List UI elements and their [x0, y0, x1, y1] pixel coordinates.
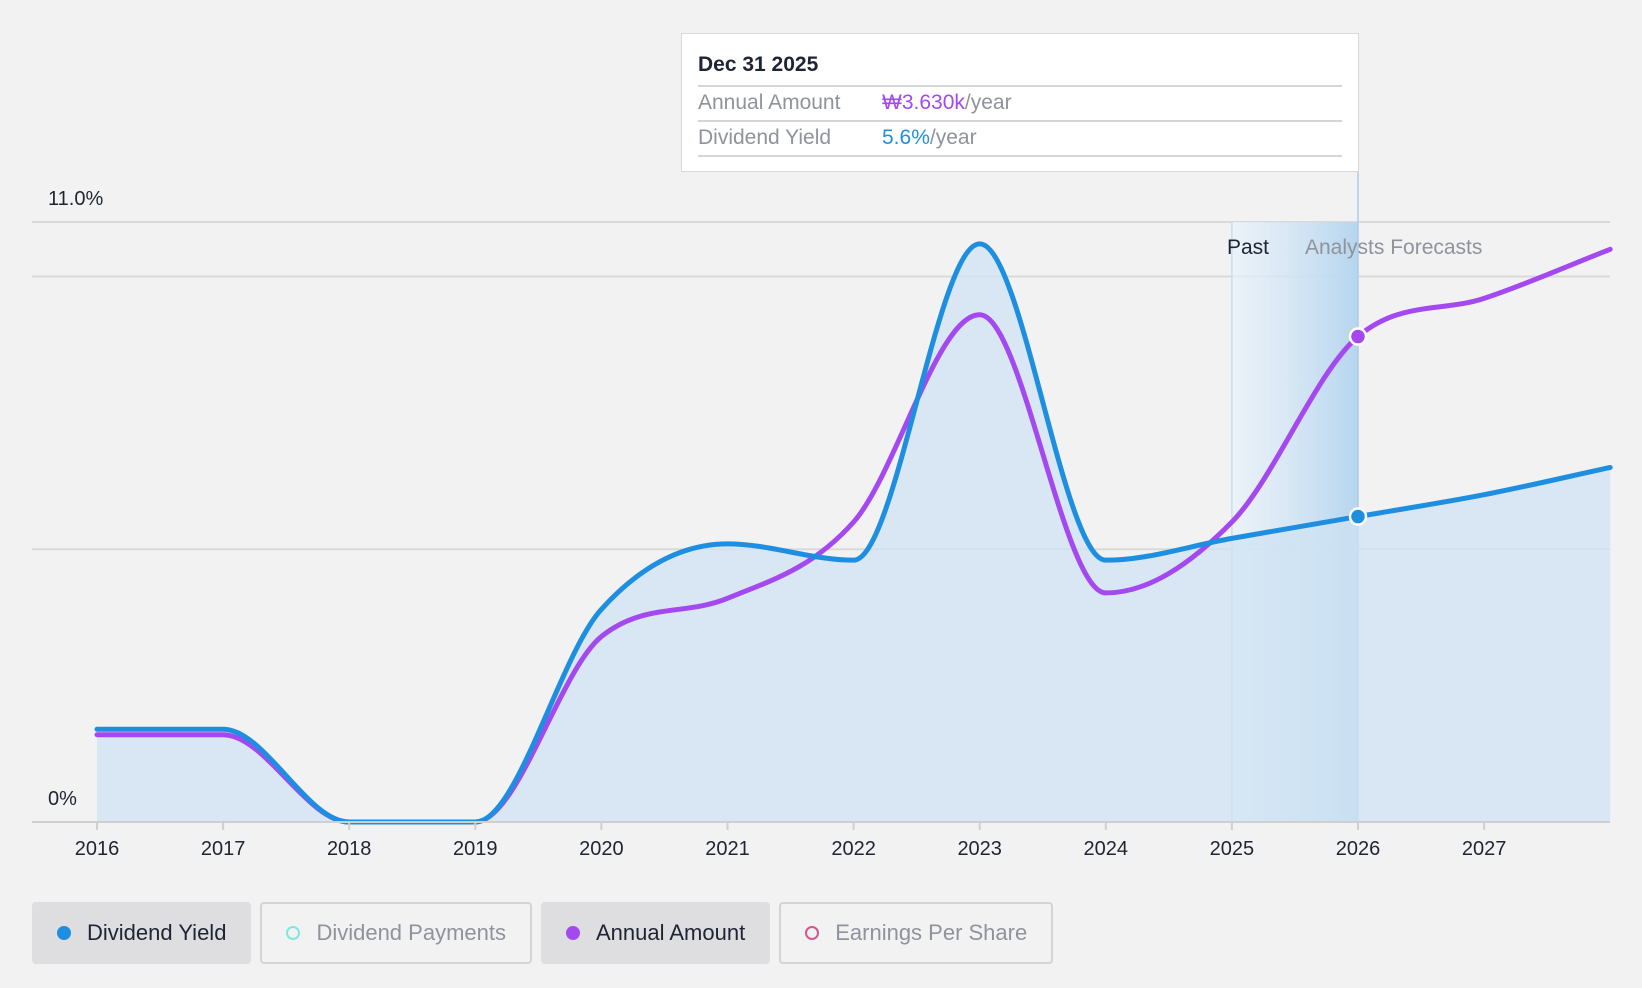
tooltip-annual-value: ₩3.630k: [882, 91, 965, 114]
yield-area: [97, 243, 1611, 822]
tooltip-annual-row: Annual Amount ₩3.630k /year: [698, 87, 1342, 122]
x-tick-label-2025: 2025: [1210, 838, 1255, 860]
x-tick-label-2017: 2017: [201, 838, 246, 860]
x-tick-label-2016: 2016: [75, 838, 120, 860]
past-label: Past: [1227, 236, 1269, 259]
x-tick-label-2023: 2023: [957, 838, 1002, 860]
legend-annual-amount-dot-icon: [565, 926, 580, 940]
legend-annual-amount-button[interactable]: Annual Amount: [540, 902, 771, 964]
tooltip-annual-unit: /year: [964, 91, 1012, 114]
tooltip-yield-value: 5.6%: [882, 126, 930, 149]
x-tick-label-2020: 2020: [579, 838, 624, 860]
tooltip-yield-label: Dividend Yield: [698, 126, 832, 149]
tooltip: Dec 31 2025 Annual Amount ₩3.630k /year …: [681, 33, 1359, 172]
legend-dividend-yield-dot-icon: [57, 926, 71, 940]
yield-area-fill: [97, 243, 1611, 822]
legend-dividend-yield-label: Dividend Yield: [87, 920, 227, 945]
x-axis: 2016 2017 2018 2019 2020 2021 2022 2023 2024 2025…: [32, 821, 1610, 860]
dividend-chart: 2016 2017 2018 2019 2020 2021 2022 2023 2024 2025…: [32, 172, 1613, 860]
x-tick-label-2019: 2019: [453, 838, 498, 860]
legend: Dividend Yield Dividend Payments Annual …: [32, 902, 1054, 964]
dividend-yield-marker[interactable]: [1348, 507, 1368, 526]
x-tick-label-2027: 2027: [1462, 838, 1507, 860]
forecast-label: Analysts Forecasts: [1305, 236, 1482, 259]
y-axis-top-label: 11.0%: [48, 188, 103, 210]
legend-earnings-per-share-button[interactable]: Earnings Per Share: [779, 902, 1054, 964]
tooltip-date: Dec 31 2025: [698, 34, 1342, 87]
tooltip-yield-unit: /year: [929, 126, 977, 149]
x-tick-label-2021: 2021: [705, 838, 750, 860]
legend-earnings-per-share-ring-icon: [805, 926, 820, 940]
legend-dividend-payments-label: Dividend Payments: [316, 920, 506, 945]
legend-dividend-payments-ring-icon: [286, 926, 301, 940]
tooltip-annual-label: Annual Amount: [698, 91, 841, 114]
legend-dividend-yield-button[interactable]: Dividend Yield: [32, 902, 252, 964]
x-tick-label-2022: 2022: [831, 838, 876, 860]
x-tick-label-2026: 2026: [1336, 838, 1381, 860]
legend-annual-amount-label: Annual Amount: [595, 920, 746, 945]
y-axis-bottom-label: 0%: [48, 788, 77, 810]
legend-earnings-per-share-label: Earnings Per Share: [835, 920, 1028, 945]
annual-amount-marker[interactable]: [1348, 327, 1368, 346]
legend-dividend-payments-button[interactable]: Dividend Payments: [260, 902, 532, 964]
tooltip-yield-row: Dividend Yield 5.6% /year: [698, 122, 1342, 157]
x-tick-label-2024: 2024: [1084, 838, 1129, 860]
grid-lines: [32, 221, 1610, 551]
x-tick-label-2018: 2018: [327, 838, 372, 860]
